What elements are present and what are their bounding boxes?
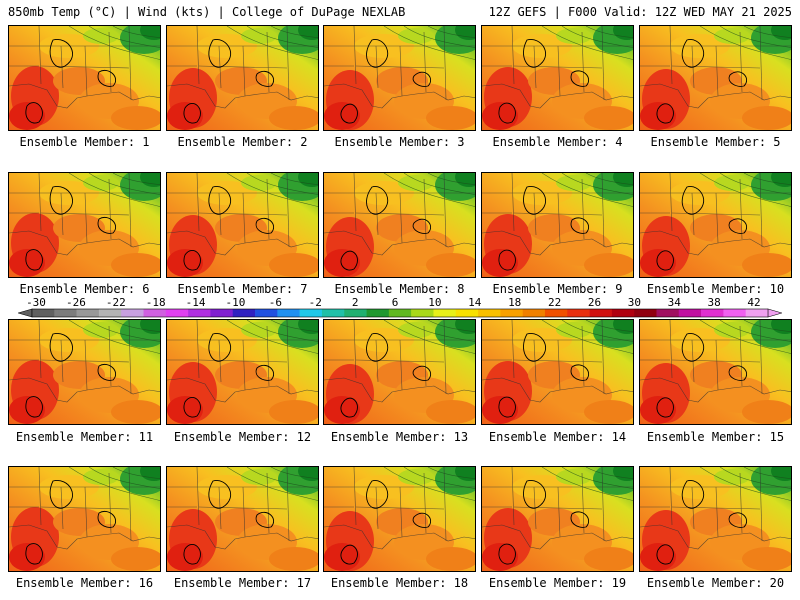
panel-label: Ensemble Member: 4 xyxy=(492,135,623,149)
map-panel xyxy=(481,466,634,572)
colorbar-segment xyxy=(210,309,234,317)
colorbar-right-arrow xyxy=(767,308,782,318)
colorbar-segment xyxy=(121,309,144,317)
map-panel xyxy=(166,466,319,572)
colorbar-segment xyxy=(611,309,635,317)
colorbar-segment xyxy=(232,309,256,317)
title-left: 850mb Temp (°C) | Wind (kts) | College o… xyxy=(8,5,406,19)
map-panel xyxy=(639,319,792,425)
map-panel xyxy=(639,25,792,131)
map-panel xyxy=(8,466,161,572)
colorbar-segment xyxy=(656,309,680,317)
map-panel xyxy=(166,172,319,278)
colorbar-tick-label: -6 xyxy=(269,296,282,309)
panel-label: Ensemble Member: 19 xyxy=(488,576,627,590)
colorbar-segment xyxy=(634,309,657,317)
colorbar-segment xyxy=(723,309,746,317)
panel-label: Ensemble Member: 17 xyxy=(173,576,312,590)
colorbar-tick-label: 14 xyxy=(468,296,482,309)
map-panel xyxy=(166,25,319,131)
panel-label: Ensemble Member: 18 xyxy=(330,576,469,590)
colorbar-segment xyxy=(321,309,345,317)
panel-label: Ensemble Member: 15 xyxy=(646,430,785,444)
map-panel xyxy=(323,172,476,278)
colorbar-tick-label: 10 xyxy=(428,296,441,309)
colorbar-segment xyxy=(544,309,568,317)
colorbar-tick-label: -14 xyxy=(186,296,206,309)
panel-label: Ensemble Member: 6 xyxy=(19,282,150,296)
colorbar-segment xyxy=(98,309,122,317)
panel-label: Ensemble Member: 14 xyxy=(488,430,627,444)
colorbar-tick-label: -26 xyxy=(66,296,86,309)
colorbar-segment xyxy=(165,309,189,317)
colorbar-left-arrow xyxy=(18,308,33,318)
panel-label: Ensemble Member: 1 xyxy=(19,135,150,149)
colorbar-tick-label: 22 xyxy=(548,296,561,309)
colorbar-tick-label: 34 xyxy=(668,296,682,309)
panel-label: Ensemble Member: 13 xyxy=(330,430,469,444)
map-panel xyxy=(8,25,161,131)
colorbar-segment xyxy=(567,309,590,317)
map-panel xyxy=(481,319,634,425)
colorbar-segment xyxy=(32,309,55,317)
colorbar-segment xyxy=(366,309,390,317)
colorbar-segment xyxy=(745,309,769,317)
map-panel xyxy=(8,172,161,278)
panel-label: Ensemble Member: 20 xyxy=(646,576,785,590)
colorbar-tick-label: -30 xyxy=(26,296,46,309)
colorbar-segment xyxy=(255,309,278,317)
colorbar-segment xyxy=(76,309,100,317)
colorbar-segment xyxy=(678,309,702,317)
colorbar-segment xyxy=(433,309,457,317)
colorbar-tick-label: -2 xyxy=(309,296,322,309)
panel-label: Ensemble Member: 3 xyxy=(334,135,465,149)
colorbar-segment xyxy=(522,309,546,317)
colorbar-segment xyxy=(500,309,523,317)
colorbar-tick-label: 26 xyxy=(588,296,601,309)
map-panel xyxy=(166,319,319,425)
colorbar-segment xyxy=(299,309,323,317)
colorbar-segment xyxy=(478,309,501,317)
colorbar-tick-label: 38 xyxy=(708,296,721,309)
panel-label: Ensemble Member: 5 xyxy=(650,135,781,149)
colorbar-tick-label: -18 xyxy=(146,296,166,309)
colorbar-tick-label: 18 xyxy=(508,296,521,309)
title-right: 12Z GEFS | F000 Valid: 12Z WED MAY 21 20… xyxy=(488,5,792,19)
map-panel xyxy=(481,25,634,131)
panel-label: Ensemble Member: 11 xyxy=(15,430,154,444)
colorbar-segment xyxy=(344,309,367,317)
panel-label: Ensemble Member: 2 xyxy=(177,135,308,149)
panel-label: Ensemble Member: 16 xyxy=(15,576,154,590)
map-panel xyxy=(323,319,476,425)
panel-label: Ensemble Member: 9 xyxy=(492,282,623,296)
colorbar-segment xyxy=(188,309,211,317)
map-panel xyxy=(639,172,792,278)
colorbar-segment xyxy=(589,309,613,317)
colorbar-tick-label: -10 xyxy=(226,296,246,309)
panel-label: Ensemble Member: 8 xyxy=(334,282,465,296)
map-panel xyxy=(481,172,634,278)
colorbar-tick-label: 42 xyxy=(747,296,760,309)
temperature-colorbar: -30 -26 -22 -18 -14 -10 -6 -2 2 6 10 14 18 22 26 30 34 38… xyxy=(18,296,782,318)
colorbar-tick-label: 2 xyxy=(352,296,359,309)
colorbar-tick-label: 6 xyxy=(392,296,399,309)
colorbar-segment xyxy=(277,309,300,317)
map-panel xyxy=(639,466,792,572)
panel-label: Ensemble Member: 12 xyxy=(173,430,312,444)
colorbar-tick-label: -22 xyxy=(106,296,126,309)
colorbar-segment xyxy=(411,309,434,317)
panel-label: Ensemble Member: 7 xyxy=(177,282,308,296)
map-panel xyxy=(8,319,161,425)
colorbar-segment xyxy=(701,309,724,317)
map-panel xyxy=(323,466,476,572)
colorbar-segment xyxy=(455,309,479,317)
colorbar-segment xyxy=(54,309,77,317)
colorbar-tick-label: 30 xyxy=(628,296,641,309)
map-panel xyxy=(323,25,476,131)
colorbar-segment xyxy=(388,309,412,317)
colorbar-segment xyxy=(143,309,167,317)
panel-label: Ensemble Member: 10 xyxy=(646,282,785,296)
colorbar-border xyxy=(31,308,769,318)
